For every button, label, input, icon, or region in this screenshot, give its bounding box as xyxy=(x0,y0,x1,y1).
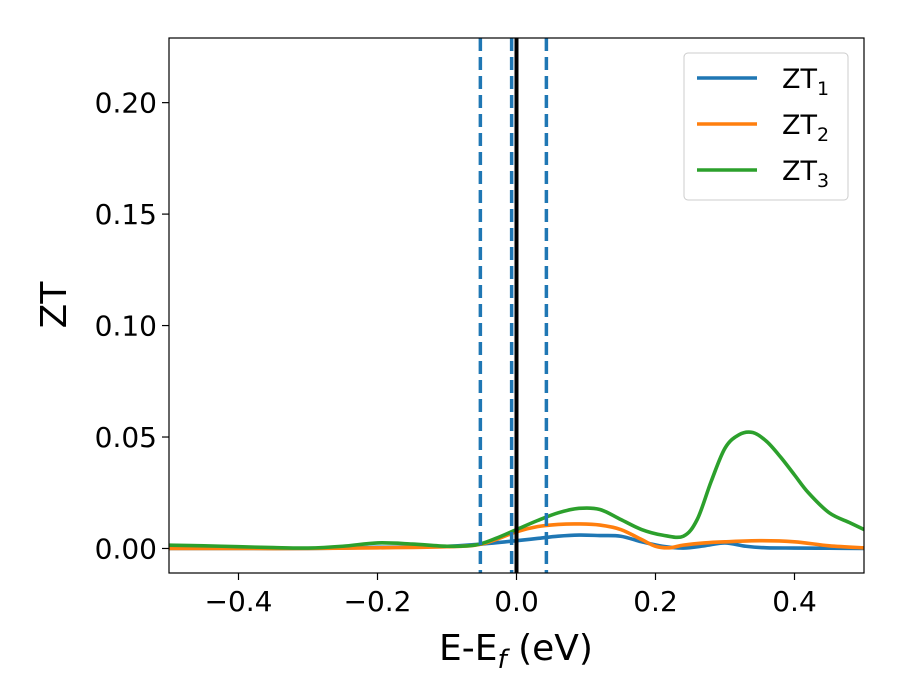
y-axis-title: ZT xyxy=(34,281,75,329)
x-tick-label: 0.2 xyxy=(633,585,678,618)
x-axis-title-unit: (eV) xyxy=(507,628,593,669)
vline-layer xyxy=(478,38,549,573)
y-tick-label: 0.20 xyxy=(95,87,157,120)
series-line-2 xyxy=(169,522,864,551)
legend-box xyxy=(683,52,849,201)
x-axis-title: E-Ef (eV) xyxy=(439,628,593,675)
legend-label-1: ZT1 xyxy=(782,64,829,100)
x-axis-title-main: E-E xyxy=(439,628,497,669)
legend: ZT1 ZT2 ZT3 xyxy=(683,52,849,201)
y-axis: 0.00 0.05 0.10 0.15 0.20 xyxy=(95,87,169,565)
x-tick-label: −0.4 xyxy=(205,585,273,618)
y-tick-label: 0.10 xyxy=(95,310,157,343)
y-tick-label: 0.15 xyxy=(95,198,157,231)
x-tick-label: 0.0 xyxy=(494,585,539,618)
legend-items: ZT1 ZT2 ZT3 xyxy=(697,64,829,192)
x-tick-label: −0.2 xyxy=(344,585,412,618)
y-tick-label: 0.00 xyxy=(95,532,157,565)
series-line-3 xyxy=(169,430,864,550)
legend-label-2: ZT2 xyxy=(782,110,829,146)
x-tick-label: 0.4 xyxy=(772,585,817,618)
y-tick-label: 0.05 xyxy=(95,421,157,454)
series-layer xyxy=(169,430,864,551)
legend-label-3: ZT3 xyxy=(782,156,829,192)
x-axis: −0.4 −0.2 0.0 0.2 0.4 xyxy=(205,573,817,618)
